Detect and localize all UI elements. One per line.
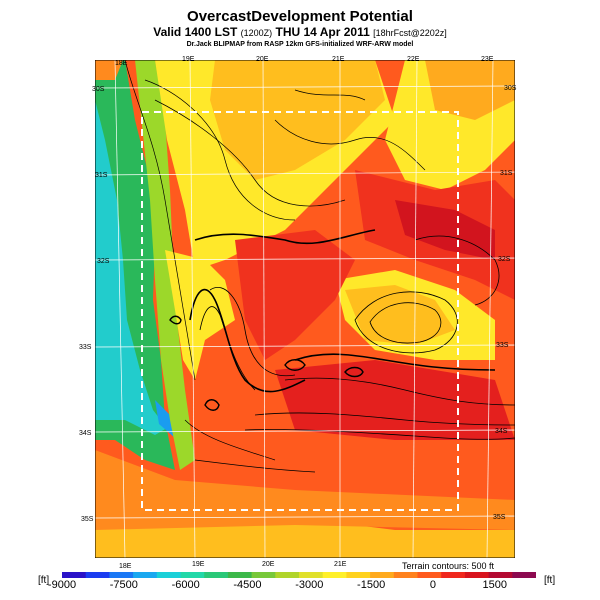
field-deep-red-south [275,360,515,440]
colorbar-swatch [512,572,536,578]
field-lime-strip [135,60,195,470]
colorbar-unit-right: [ft] [544,575,556,586]
colorbar-swatch [109,572,134,578]
colorbar-swatch [156,572,181,578]
colorbar-swatch [464,572,490,578]
lat-label-left-33s: 33S [79,344,92,351]
lon-label-top-19e: 19E [182,56,195,63]
lon-label-top-22e: 22E [407,56,420,63]
colorbar [62,572,536,578]
colorbar-swatch [204,572,229,578]
lat-label-right-30s: 30S [504,85,517,92]
terrain-contour-note: Terrain contours: 500 ft [402,561,495,571]
utc-time: (1200Z) [240,28,273,38]
colorbar-swatch [227,572,253,578]
inner-domain-box [141,111,459,511]
lat-label-left-31s: 31S [95,172,108,179]
lat-label-left-35s: 35S [81,516,94,523]
field-deep-red-east [395,200,495,260]
valid-time: Valid 1400 LST [153,25,238,39]
colorbar-swatch [180,572,205,578]
colorbar-swatch [299,572,324,578]
map-subtitle: Valid 1400 LST (1200Z) THU 14 Apr 2011 [… [0,25,600,39]
colorbar-swatch [62,572,87,578]
colorbar-swatch [393,572,418,578]
field-gold-east [345,285,455,345]
map-title: OvercastDevelopment Potential [187,8,413,25]
colorbar-swatch [488,572,513,578]
colorbar-swatch [85,572,110,578]
colorbar-tick-label: -3000 [295,579,324,591]
lat-label-right-32s: 32S [498,256,511,263]
field-red-central [235,230,355,360]
colorbar-tick-label: -9000 [47,579,77,591]
lat-label-left-30s: 30S [92,86,105,93]
lon-label-bottom-18e: 18E [119,563,132,570]
lat-label-left-32s: 32S [97,258,110,265]
lat-label-right-34s: 34S [495,428,508,435]
forecast-info: [18hrFcst@2202z] [373,28,447,38]
colorbar-swatch [370,572,395,578]
colorbar-tick-label: 1500 [482,579,508,591]
lat-label-right-31s: 31S [500,170,513,177]
lat-label-right-35s: 35S [493,514,506,521]
lat-lon-grid [95,60,515,558]
colorbar-swatch [346,572,371,578]
colorbar-swatch [417,572,442,578]
colorbar-unit-left: [ft] [38,575,50,586]
lon-label-top-23e: 23E [481,56,494,63]
field-gold-north [210,60,385,180]
colorbar-tick-label: -4500 [233,579,262,591]
valid-date: THU 14 Apr 2011 [275,25,370,39]
field-yellow-central [165,250,235,380]
colorbar-tick-label: -6000 [171,579,200,591]
colorbar-tick-label: -7500 [109,579,138,591]
colorbar-swatch [133,572,158,578]
field-cyan-west [95,100,167,435]
lon-label-top-18e: 18E [115,60,128,67]
colorbar-swatch [275,572,300,578]
forecast-map [95,60,515,558]
lon-label-bottom-20e: 20E [262,561,275,568]
lat-label-left-34s: 34S [79,430,92,437]
colorbar-swatch [441,572,466,578]
lon-label-bottom-19e: 19E [192,561,205,568]
lon-label-top-21e: 21E [332,56,345,63]
colorbar-swatch [322,572,347,578]
colorbar-tick-label: -1500 [357,579,386,591]
colorbar-swatch [251,572,276,578]
lat-label-right-33s: 33S [496,342,509,349]
model-credit: Dr.Jack BLIPMAP from RASP 12km GFS-initi… [186,41,414,48]
lon-label-bottom-21e: 21E [334,561,347,568]
colorbar-tick-label: 0 [429,579,437,591]
field-orange-patch-w [95,60,123,80]
lon-label-top-20e: 20E [256,56,269,63]
